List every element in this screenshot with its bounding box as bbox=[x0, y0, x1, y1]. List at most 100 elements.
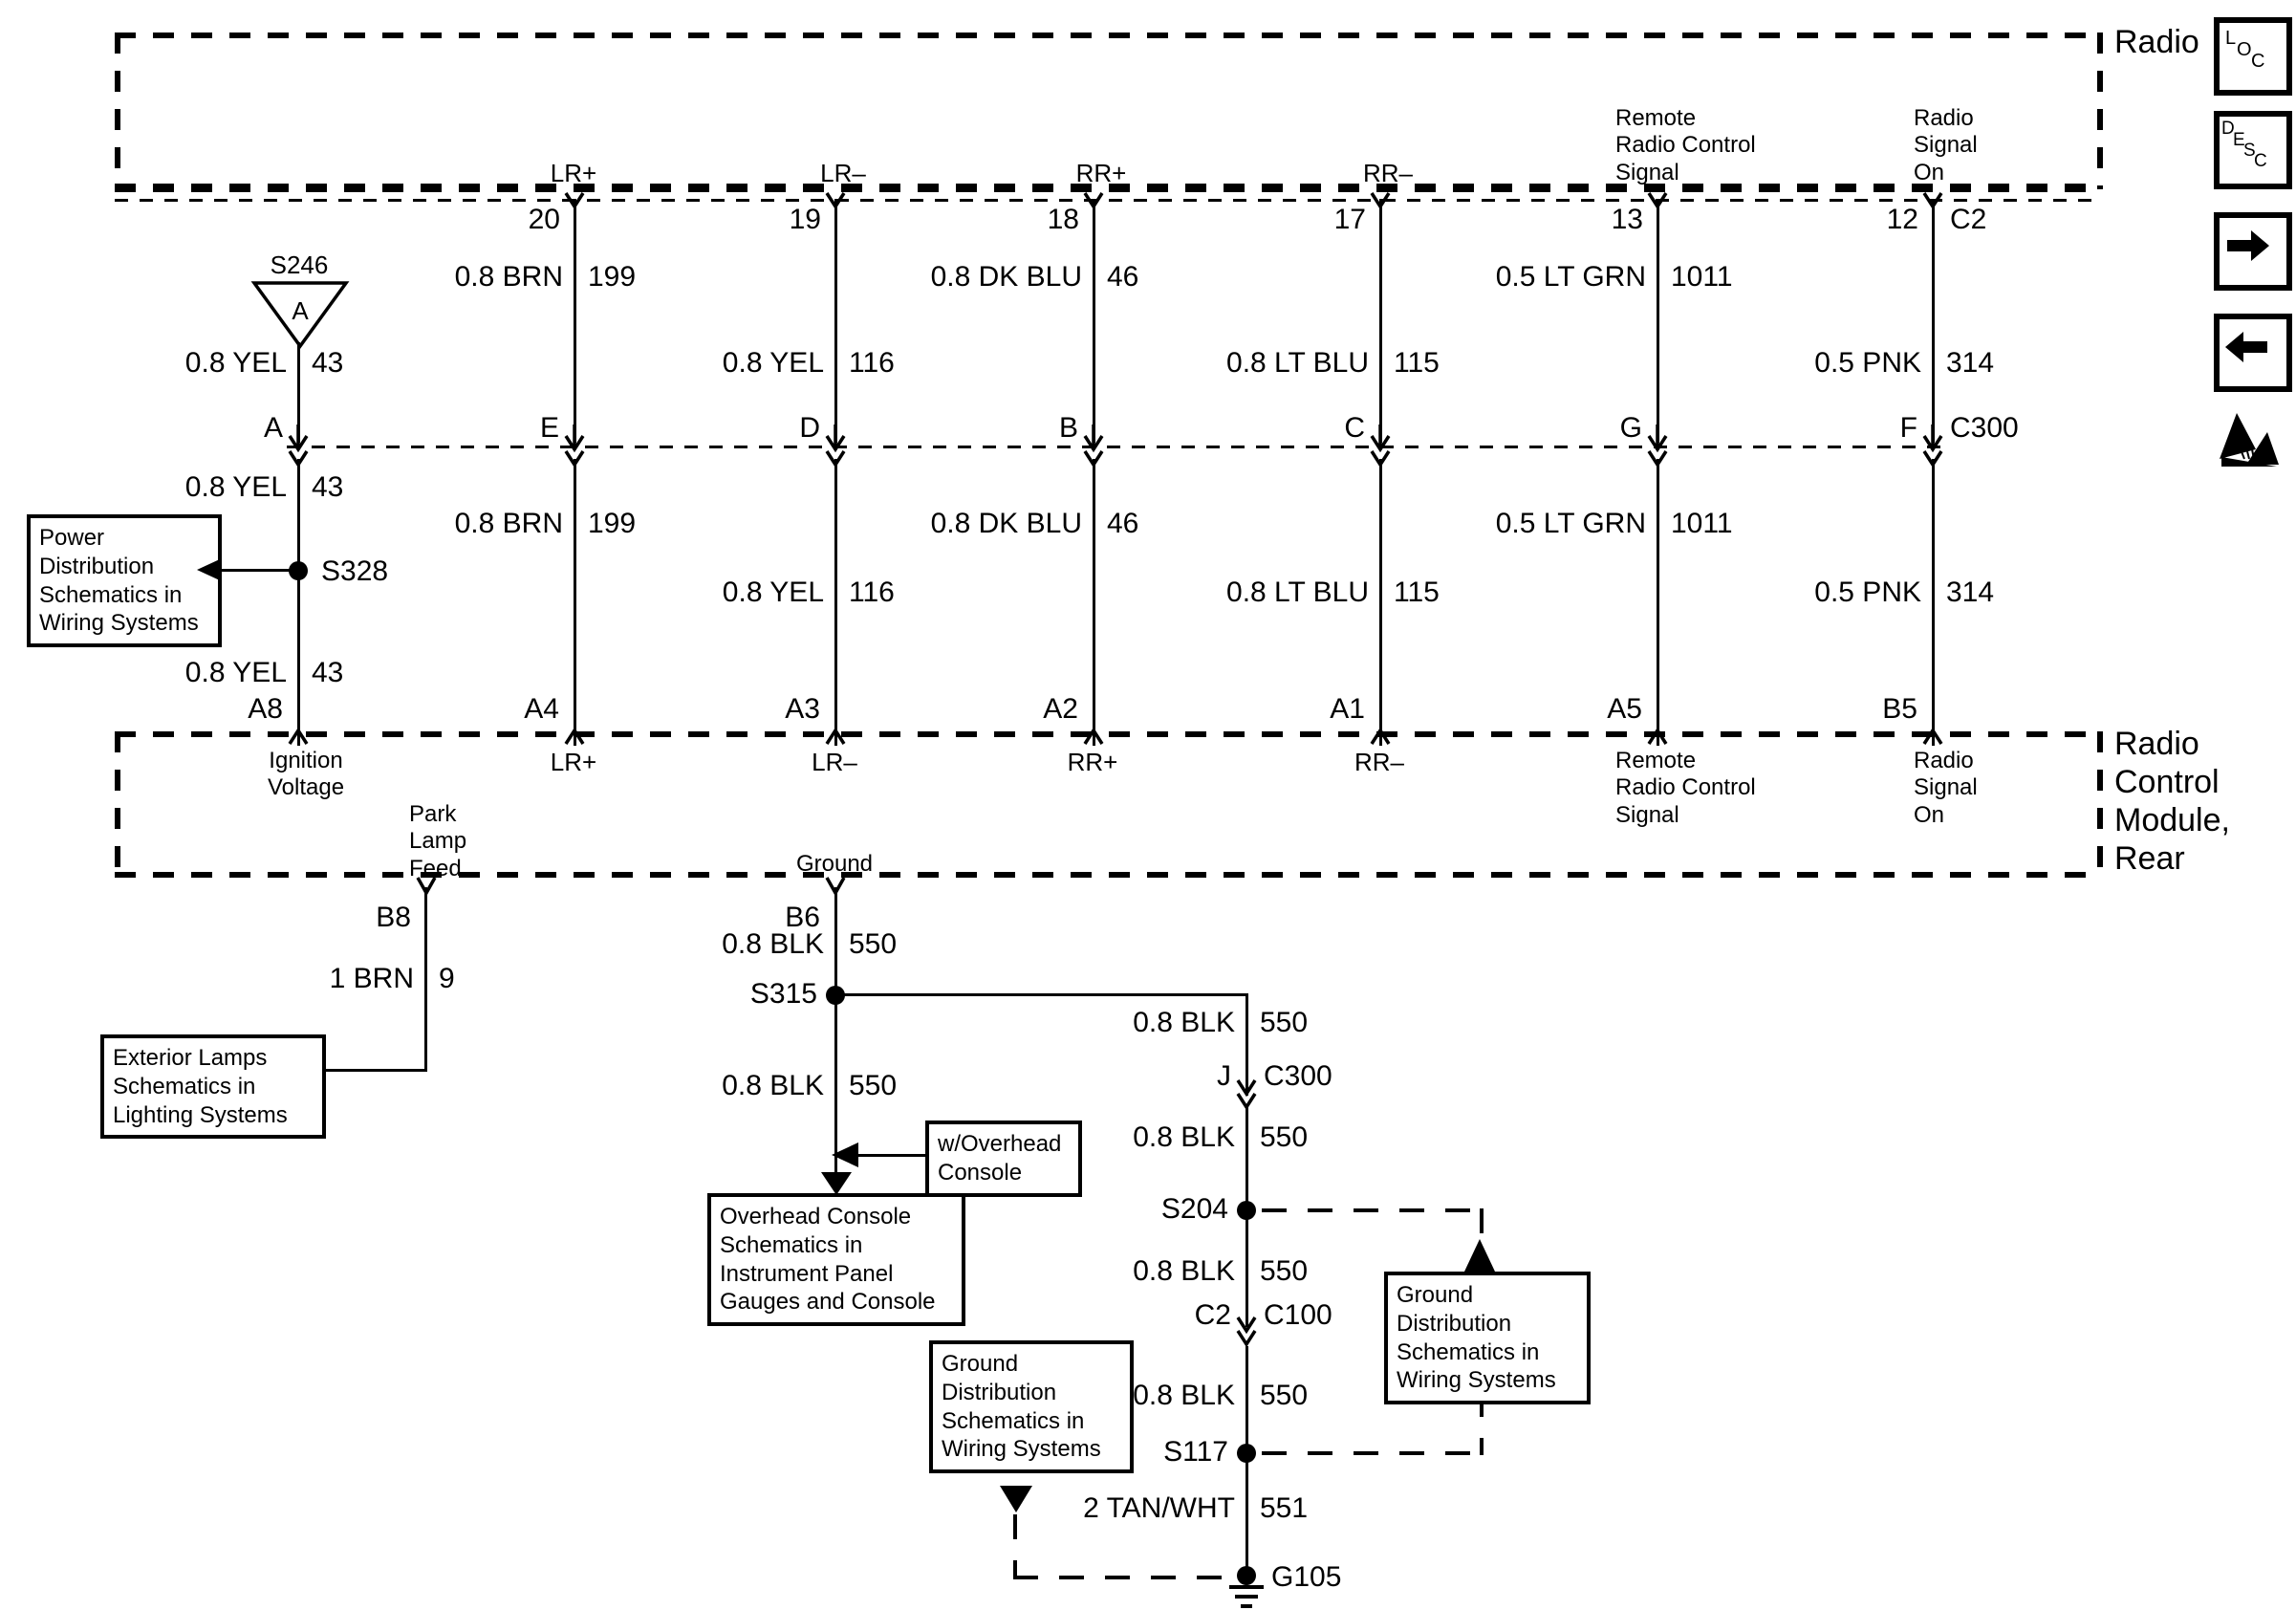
ref-box-power-distribution[interactable]: Power Distribution Schematics in Wiring … bbox=[27, 514, 222, 647]
wire-blk550-s315-to-j bbox=[1245, 993, 1248, 1096]
ground-dist-link-top bbox=[1262, 1208, 1484, 1212]
c300-terminal-j: J bbox=[1217, 1060, 1231, 1092]
esd-warning-icon[interactable] bbox=[2218, 411, 2281, 470]
wire-dkblu46-mid bbox=[1093, 459, 1095, 746]
wire-label-desc-blk550-b6: 0.8 BLK bbox=[722, 928, 824, 960]
module-pin-b6: B6 bbox=[785, 902, 820, 933]
radio-pin-signal-rr-plus: RR+ bbox=[1075, 159, 1127, 187]
wire-blk550-s204-to-c100 bbox=[1245, 1210, 1248, 1327]
radio-connector-c2-label: C2 bbox=[1950, 204, 1987, 235]
wire-yel43-mid bbox=[297, 459, 300, 746]
wire-label-circuit-ltblu115-upper: 115 bbox=[1394, 347, 1440, 379]
module-pin-b8: B8 bbox=[376, 902, 411, 933]
wire-ltgrn1011-upper bbox=[1657, 199, 1659, 443]
wire-label-circuit-blk550-s204: 550 bbox=[1260, 1255, 1309, 1287]
ref-box-exterior-lamps[interactable]: Exterior Lamps Schematics in Lighting Sy… bbox=[100, 1034, 326, 1140]
arrow-left-icon bbox=[2225, 332, 2267, 362]
arrow-down-marker-ground-dist-left bbox=[1000, 1486, 1032, 1512]
wire-label-circuit-dkblu46-mid: 46 bbox=[1107, 508, 1139, 539]
c300-connector-label: C300 bbox=[1950, 412, 2019, 444]
radio-pin-signal-lr-minus: LR– bbox=[820, 159, 866, 187]
wire-pnk314-mid bbox=[1932, 459, 1935, 746]
wire-blk550-s315-down bbox=[834, 993, 837, 1181]
radio-pin-signal-rr-minus: RR– bbox=[1362, 159, 1414, 187]
ref-box-ground-distribution-left[interactable]: Ground Distribution Schematics in Wiring… bbox=[929, 1340, 1134, 1473]
c300-label-ground-branch: C300 bbox=[1264, 1060, 1332, 1092]
loc-button[interactable]: L O C bbox=[2214, 17, 2292, 96]
wire-label-circuit-yel43-mid: 43 bbox=[312, 471, 344, 503]
wire-label-desc-blk550-j-s204: 0.8 BLK bbox=[1133, 1121, 1235, 1153]
c300-connector-plane bbox=[287, 446, 1940, 448]
ground-dist-left-link-vertical bbox=[1013, 1514, 1017, 1579]
svg-text:C: C bbox=[2251, 51, 2264, 72]
c300-terminal-a: A bbox=[263, 412, 283, 444]
radio-pin-number-13: 13 bbox=[1611, 204, 1643, 235]
wire-label-circuit-blk550-s117: 550 bbox=[1260, 1380, 1309, 1411]
c300-terminal-j-arrow bbox=[1236, 1079, 1257, 1111]
wire-ltgrn1011-mid bbox=[1657, 459, 1659, 746]
module-pin-a5: A5 bbox=[1607, 693, 1642, 725]
wire-label-desc-pnk314-mid: 0.5 PNK bbox=[1814, 577, 1921, 608]
splice-s328-dot bbox=[289, 561, 308, 580]
wire-label-circuit-yel43-upper: 43 bbox=[312, 347, 344, 379]
module-signal-park-lamp-feed: Park Lamp Feed bbox=[409, 801, 467, 881]
overhead-console-note-line bbox=[856, 1154, 925, 1157]
desc-icon: D E S C bbox=[2221, 119, 2267, 171]
wire-yel43-upper bbox=[297, 342, 300, 443]
desc-button[interactable]: D E S C bbox=[2214, 111, 2292, 189]
radio-c2-connector-plane-secondary bbox=[115, 199, 2103, 202]
wire-yel116-upper bbox=[834, 199, 837, 443]
radio-pin-number-12: 12 bbox=[1886, 204, 1918, 235]
radio-c2-connector-plane bbox=[115, 186, 2103, 192]
wire-s315-to-j-horizontal bbox=[835, 993, 1248, 996]
c100-terminal-arrow bbox=[1236, 1316, 1257, 1348]
wire-label-desc-brn9: 1 BRN bbox=[329, 963, 414, 994]
arrow-left-marker-power-dist bbox=[197, 558, 222, 581]
module-signal-rr-plus: RR+ bbox=[1067, 748, 1118, 776]
svg-text:C: C bbox=[2254, 151, 2267, 171]
wire-label-circuit-blk550-b6: 550 bbox=[849, 928, 898, 960]
wire-yel116-mid bbox=[834, 459, 837, 746]
splice-s246-symbol: A bbox=[250, 281, 350, 349]
splice-s315-label: S315 bbox=[749, 978, 817, 1010]
wire-label-desc-ltgrn1011-mid: 0.5 LT GRN bbox=[1495, 508, 1646, 539]
ground-g105-label: G105 bbox=[1271, 1561, 1342, 1593]
wire-label-circuit-yel116-upper: 116 bbox=[849, 347, 895, 379]
arrow-right-icon bbox=[2227, 230, 2269, 261]
module-signal-radio-on: Radio Signal On bbox=[1914, 748, 1978, 828]
wire-pnk314-upper bbox=[1932, 199, 1935, 443]
radio-component-label: Radio bbox=[2114, 24, 2199, 60]
ref-box-overhead-console-note[interactable]: w/Overhead Console bbox=[925, 1120, 1082, 1197]
c300-terminal-e: E bbox=[539, 412, 559, 444]
wire-label-circuit-yel43-lower: 43 bbox=[312, 657, 344, 688]
arrow-down-marker-overhead-console bbox=[821, 1172, 852, 1195]
radio-pin-signal-radio-on: Radio Signal On bbox=[1914, 105, 1978, 185]
wire-brn199-upper bbox=[574, 199, 576, 443]
ground-dist-left-link-horizontal bbox=[1013, 1576, 1250, 1579]
wire-label-circuit-ltblu115-mid: 115 bbox=[1394, 577, 1440, 608]
wire-label-circuit-yel116-mid: 116 bbox=[849, 577, 895, 608]
prev-button[interactable] bbox=[2214, 314, 2292, 392]
ref-box-overhead-console[interactable]: Overhead Console Schematics in Instrumen… bbox=[707, 1193, 965, 1326]
module-signal-remote: Remote Radio Control Signal bbox=[1615, 748, 1756, 828]
radio-pin-number-19: 19 bbox=[789, 204, 821, 235]
splice-s204-label: S204 bbox=[1160, 1193, 1228, 1225]
wire-blk550-b6-to-s315 bbox=[834, 887, 837, 992]
radio-pin-signal-remote: Remote Radio Control Signal bbox=[1615, 105, 1756, 185]
wire-label-desc-blk550-s117: 0.8 BLK bbox=[1133, 1380, 1235, 1411]
module-signal-ignition-voltage: Ignition Voltage bbox=[267, 748, 345, 801]
wire-brn9-horizontal bbox=[317, 1069, 427, 1072]
wire-label-circuit-ltgrn1011-upper: 1011 bbox=[1671, 261, 1733, 293]
c100-terminal-c2: C2 bbox=[1194, 1299, 1231, 1331]
module-pin-a3: A3 bbox=[785, 693, 820, 725]
module-pin-a4: A4 bbox=[524, 693, 559, 725]
wire-label-circuit-brn199-mid: 199 bbox=[588, 508, 637, 539]
arrow-up-marker-ground-dist-right bbox=[1464, 1239, 1495, 1272]
wire-label-desc-ltgrn1011-upper: 0.5 LT GRN bbox=[1495, 261, 1646, 293]
next-button[interactable] bbox=[2214, 212, 2292, 291]
ref-box-ground-distribution-right[interactable]: Ground Distribution Schematics in Wiring… bbox=[1384, 1272, 1591, 1404]
wire-label-circuit-tanwht551: 551 bbox=[1260, 1492, 1309, 1524]
module-lower-terminal-arrows bbox=[416, 877, 846, 897]
radio-pin-number-20: 20 bbox=[528, 204, 560, 235]
